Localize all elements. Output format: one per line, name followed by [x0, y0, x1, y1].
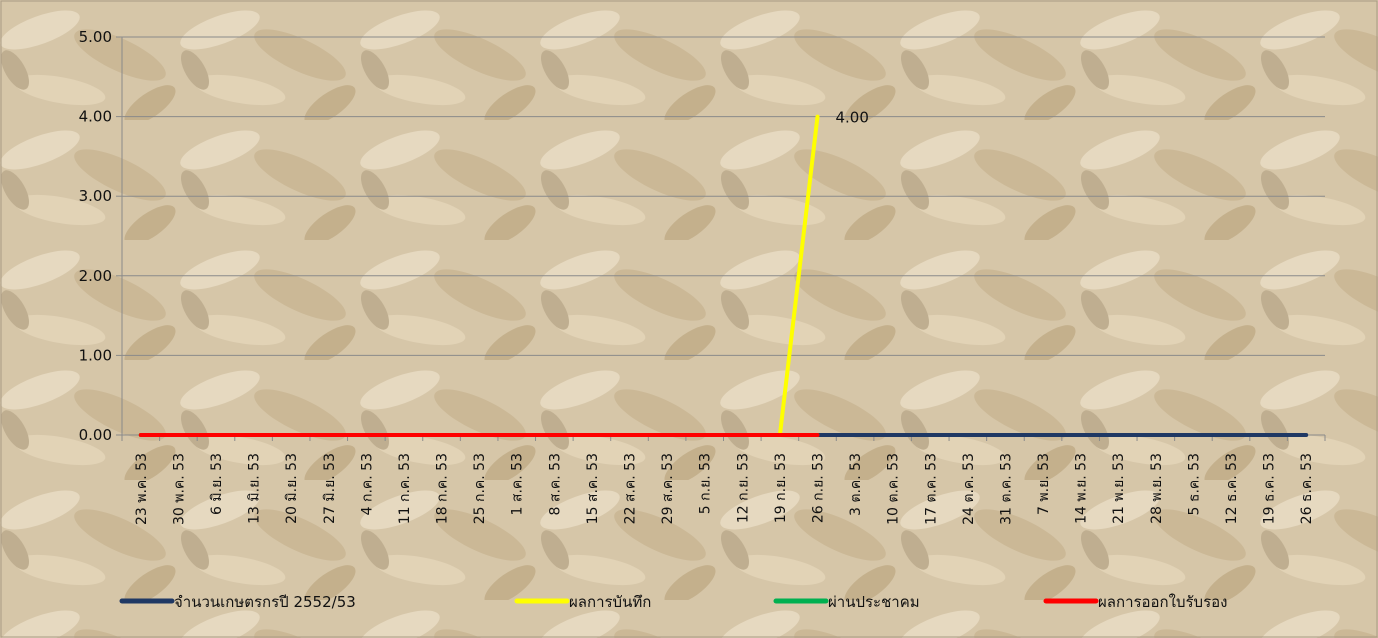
- y-tick-label: 3.00: [79, 187, 112, 205]
- legend: จำนวนเกษตรกรปี 2552/53 ผลการบันทึก ผ่านประ…: [119, 593, 1227, 611]
- y-axis: 0.00 1.00 2.00 3.00 4.00 5.00: [79, 28, 123, 444]
- x-tick-label: 5 ธ.ค. 53: [1186, 453, 1202, 515]
- x-tick-label: 15 ส.ค. 53: [585, 453, 601, 524]
- x-tick-label: 23 พ.ค. 53: [134, 453, 150, 525]
- x-tick-label: 21 พ.ย. 53: [1111, 453, 1127, 524]
- x-tick-label: 13 มิ.ย. 53: [247, 453, 263, 524]
- x-tick-label: 4 ก.ค. 53: [359, 453, 375, 515]
- legend-item-0: จำนวนเกษตรกรปี 2552/53: [119, 593, 356, 611]
- x-tick-label: 12 ก.ย. 53: [735, 453, 751, 523]
- x-tick-label: 28 พ.ย. 53: [1149, 453, 1165, 524]
- x-tick-label: 17 ต.ค. 53: [923, 453, 939, 525]
- y-tick-label: 0.00: [79, 426, 112, 444]
- x-tick-label: 31 ต.ค. 53: [998, 453, 1014, 525]
- x-tick-label: 19 ธ.ค. 53: [1262, 453, 1278, 524]
- legend-item-1: ผลการบันทึก: [514, 593, 651, 611]
- data-label: 4.00: [835, 109, 868, 127]
- x-tick-label: 30 พ.ค. 53: [171, 453, 187, 525]
- x-tick-label: 12 ธ.ค. 53: [1224, 453, 1240, 524]
- x-tick-label: 27 มิ.ย. 53: [322, 453, 338, 524]
- x-tick-label: 7 พ.ย. 53: [1036, 453, 1052, 515]
- legend-label: ผ่านประชาคม: [828, 593, 920, 611]
- y-tick-label: 1.00: [79, 346, 112, 364]
- y-tick-label: 5.00: [79, 28, 112, 46]
- legend-item-3: ผลการออกใบรับรอง: [1043, 593, 1227, 611]
- x-tick-label: 25 ก.ค. 53: [472, 453, 488, 524]
- series-lines: [138, 114, 1309, 437]
- x-tick-label: 8 ส.ค. 53: [547, 453, 563, 515]
- x-tick-label: 24 ต.ค. 53: [961, 453, 977, 525]
- x-tick-label: 26 ธ.ค. 53: [1299, 453, 1315, 524]
- y-tick-label: 4.00: [79, 108, 112, 126]
- x-tick-label: 14 พ.ย. 53: [1074, 453, 1090, 524]
- legend-label: จำนวนเกษตรกรปี 2552/53: [174, 593, 356, 611]
- x-tick-label: 22 ส.ค. 53: [623, 453, 639, 524]
- legend-item-2: ผ่านประชาคม: [773, 593, 920, 611]
- x-tick-label: 29 ส.ค. 53: [660, 453, 676, 524]
- x-tick-label: 26 ก.ย. 53: [810, 453, 826, 523]
- x-tick-label: 19 ก.ย. 53: [773, 453, 789, 523]
- data-labels: 4.00: [835, 109, 868, 127]
- x-tick-label: 5 ก.ย. 53: [698, 453, 714, 514]
- x-tick-label: 6 มิ.ย. 53: [209, 453, 225, 515]
- legend-label: ผลการบันทึก: [569, 593, 651, 611]
- x-tick-label: 10 ต.ค. 53: [886, 453, 902, 525]
- x-tick-label: 20 มิ.ย. 53: [284, 453, 300, 524]
- x-tick-label: 1 ส.ค. 53: [510, 453, 526, 515]
- x-tick-label: 18 ก.ค. 53: [435, 453, 451, 524]
- x-axis: 23 พ.ค. 53 30 พ.ค. 53 6 มิ.ย. 53 13 มิ.ย. 5…: [121, 435, 1326, 525]
- x-tick-label: 11 ก.ค. 53: [397, 453, 413, 524]
- y-tick-label: 2.00: [79, 267, 112, 285]
- x-tick-label: 3 ต.ค. 53: [848, 453, 864, 516]
- legend-label: ผลการออกใบรับรอง: [1098, 593, 1227, 611]
